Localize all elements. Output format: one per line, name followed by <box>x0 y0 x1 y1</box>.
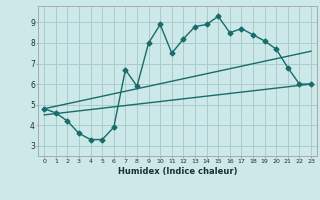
X-axis label: Humidex (Indice chaleur): Humidex (Indice chaleur) <box>118 167 237 176</box>
